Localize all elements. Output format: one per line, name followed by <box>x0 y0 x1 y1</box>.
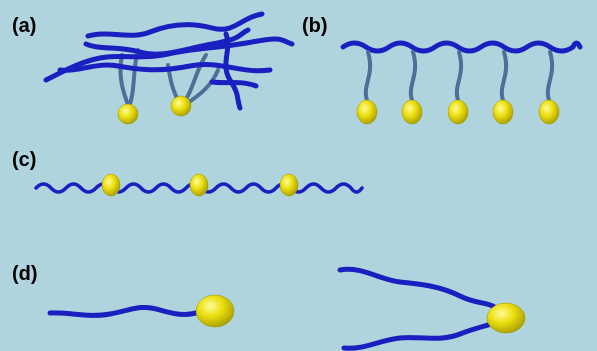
diagram: (a) (b) (c) (d) <box>0 0 597 351</box>
background <box>0 0 597 351</box>
particle <box>280 174 298 196</box>
particle <box>171 96 191 116</box>
particle <box>487 303 525 333</box>
panel-label: (c) <box>12 149 36 171</box>
particle <box>190 174 208 196</box>
particle <box>118 104 138 124</box>
particle <box>448 100 468 124</box>
panel-label: (b) <box>302 15 328 37</box>
particle <box>102 174 120 196</box>
particle <box>402 100 422 124</box>
panel-label: (d) <box>12 263 38 285</box>
particle <box>196 295 234 327</box>
particle <box>357 100 377 124</box>
page: (a) (b) (c) (d) (() => { const data = JS… <box>0 0 597 351</box>
particle <box>493 100 513 124</box>
panel-label: (a) <box>12 15 36 37</box>
particle <box>539 100 559 124</box>
